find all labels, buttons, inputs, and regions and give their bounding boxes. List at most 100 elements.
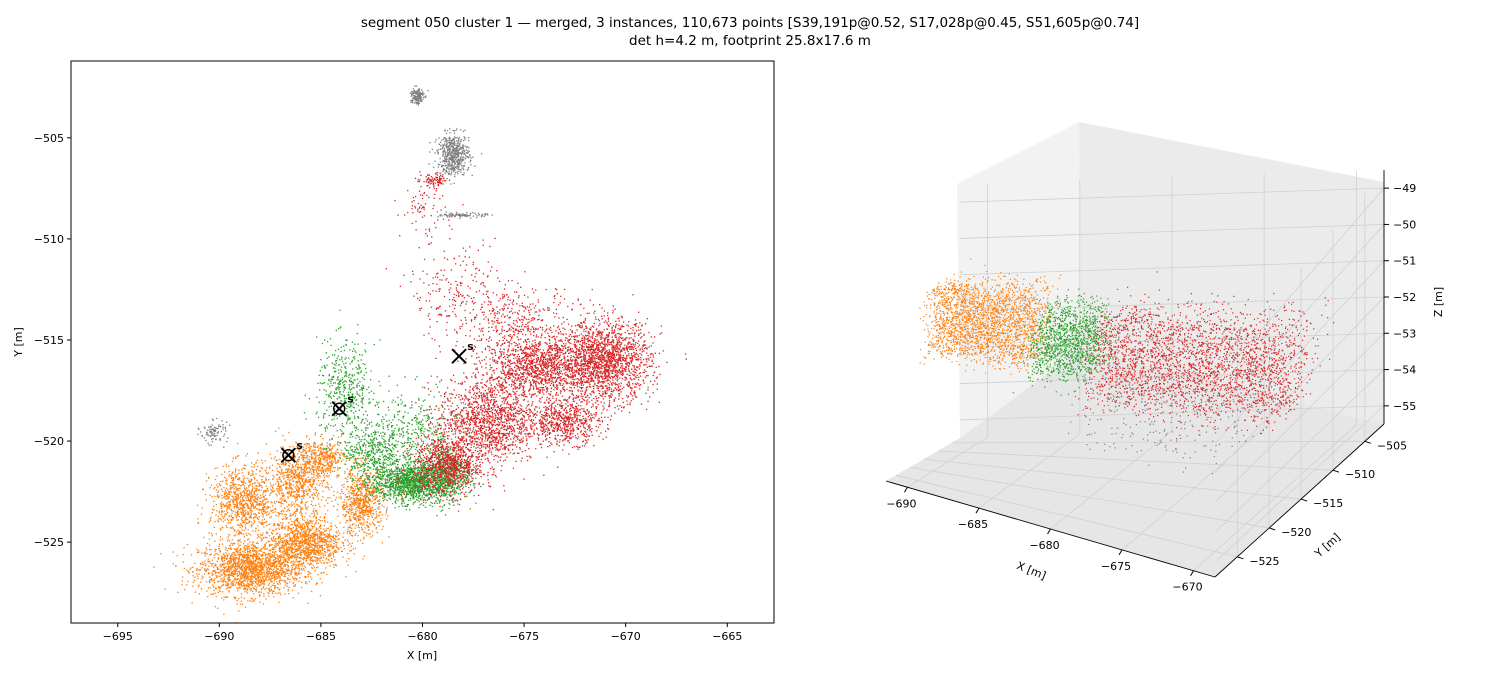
data-point — [283, 493, 285, 495]
data-point — [250, 577, 252, 579]
data-point — [237, 496, 239, 498]
data-point — [310, 549, 312, 551]
data-point — [350, 534, 353, 536]
data-point — [353, 523, 355, 525]
data-point — [271, 509, 273, 512]
data-point — [237, 561, 239, 563]
data-point — [301, 515, 304, 518]
data-point — [253, 567, 255, 570]
data-point — [172, 563, 174, 565]
data-point — [301, 562, 303, 565]
data-point — [222, 572, 224, 574]
data-point — [248, 489, 250, 491]
data-point — [232, 457, 234, 459]
data-point — [311, 468, 314, 471]
data-point — [318, 526, 321, 528]
data-point — [356, 481, 358, 483]
data-point — [276, 478, 278, 480]
data-point — [246, 578, 248, 580]
data-point — [224, 557, 226, 559]
data-point — [298, 536, 300, 538]
data-point — [283, 510, 285, 512]
data-point — [291, 530, 293, 532]
data-point — [259, 557, 261, 560]
data-point — [216, 475, 218, 477]
data-point — [248, 494, 250, 497]
data-point — [220, 570, 223, 572]
data-point — [319, 538, 321, 541]
data-point — [298, 479, 300, 481]
data-point — [214, 587, 217, 590]
data-point — [287, 529, 289, 532]
data-point — [248, 480, 250, 482]
data-point — [298, 480, 301, 482]
data-point — [235, 517, 238, 519]
data-point — [255, 582, 257, 584]
data-point — [247, 583, 249, 585]
data-point — [331, 525, 333, 527]
data-point — [262, 566, 264, 568]
data-point — [214, 565, 217, 567]
data-point — [222, 583, 225, 586]
data-point — [221, 538, 223, 540]
data-point — [288, 549, 290, 552]
data-point — [225, 574, 228, 576]
data-point — [310, 550, 312, 552]
data-point — [181, 580, 183, 582]
data-point — [236, 575, 239, 577]
data-point — [258, 485, 260, 487]
data-point — [317, 552, 320, 554]
data-point — [294, 557, 296, 559]
data-point — [252, 503, 254, 505]
data-point — [268, 588, 270, 590]
data-point — [228, 574, 231, 576]
data-point — [295, 481, 298, 483]
data-point — [312, 496, 314, 499]
data-point — [252, 530, 254, 532]
data-point — [268, 479, 270, 481]
data-point — [358, 499, 360, 501]
data-point — [288, 510, 291, 512]
data-point — [273, 574, 276, 576]
data-point — [289, 537, 291, 539]
data-point — [268, 564, 271, 566]
data-point — [207, 587, 209, 589]
data-point — [300, 466, 302, 468]
data-point — [217, 558, 219, 560]
data-point — [359, 479, 361, 482]
data-point — [235, 564, 237, 566]
data-point — [269, 467, 271, 470]
data-point — [346, 486, 349, 488]
data-point — [281, 567, 283, 569]
data-point — [329, 565, 331, 567]
data-point — [309, 456, 311, 458]
data-point — [221, 494, 223, 497]
data-point — [225, 491, 227, 493]
data-point — [284, 540, 286, 542]
data-point — [303, 460, 305, 462]
data-point — [326, 573, 328, 576]
data-point — [311, 500, 313, 502]
data-point — [290, 487, 293, 490]
data-point — [236, 519, 238, 521]
data-point — [378, 521, 381, 523]
data-point — [297, 572, 299, 575]
data-point — [268, 577, 270, 579]
data-point — [340, 546, 342, 549]
data-point — [239, 539, 241, 541]
data-point — [278, 523, 280, 525]
data-point — [271, 592, 274, 595]
data-point — [229, 580, 231, 582]
data-point — [290, 573, 292, 576]
data-point — [261, 583, 263, 585]
data-point — [358, 483, 361, 486]
data-point — [251, 524, 253, 526]
data-point — [307, 492, 309, 495]
data-point — [220, 485, 222, 487]
data-point — [239, 549, 241, 552]
data-point — [286, 547, 288, 550]
data-point — [258, 503, 260, 505]
data-point — [273, 596, 275, 598]
data-point — [318, 533, 320, 535]
data-point — [272, 554, 274, 556]
